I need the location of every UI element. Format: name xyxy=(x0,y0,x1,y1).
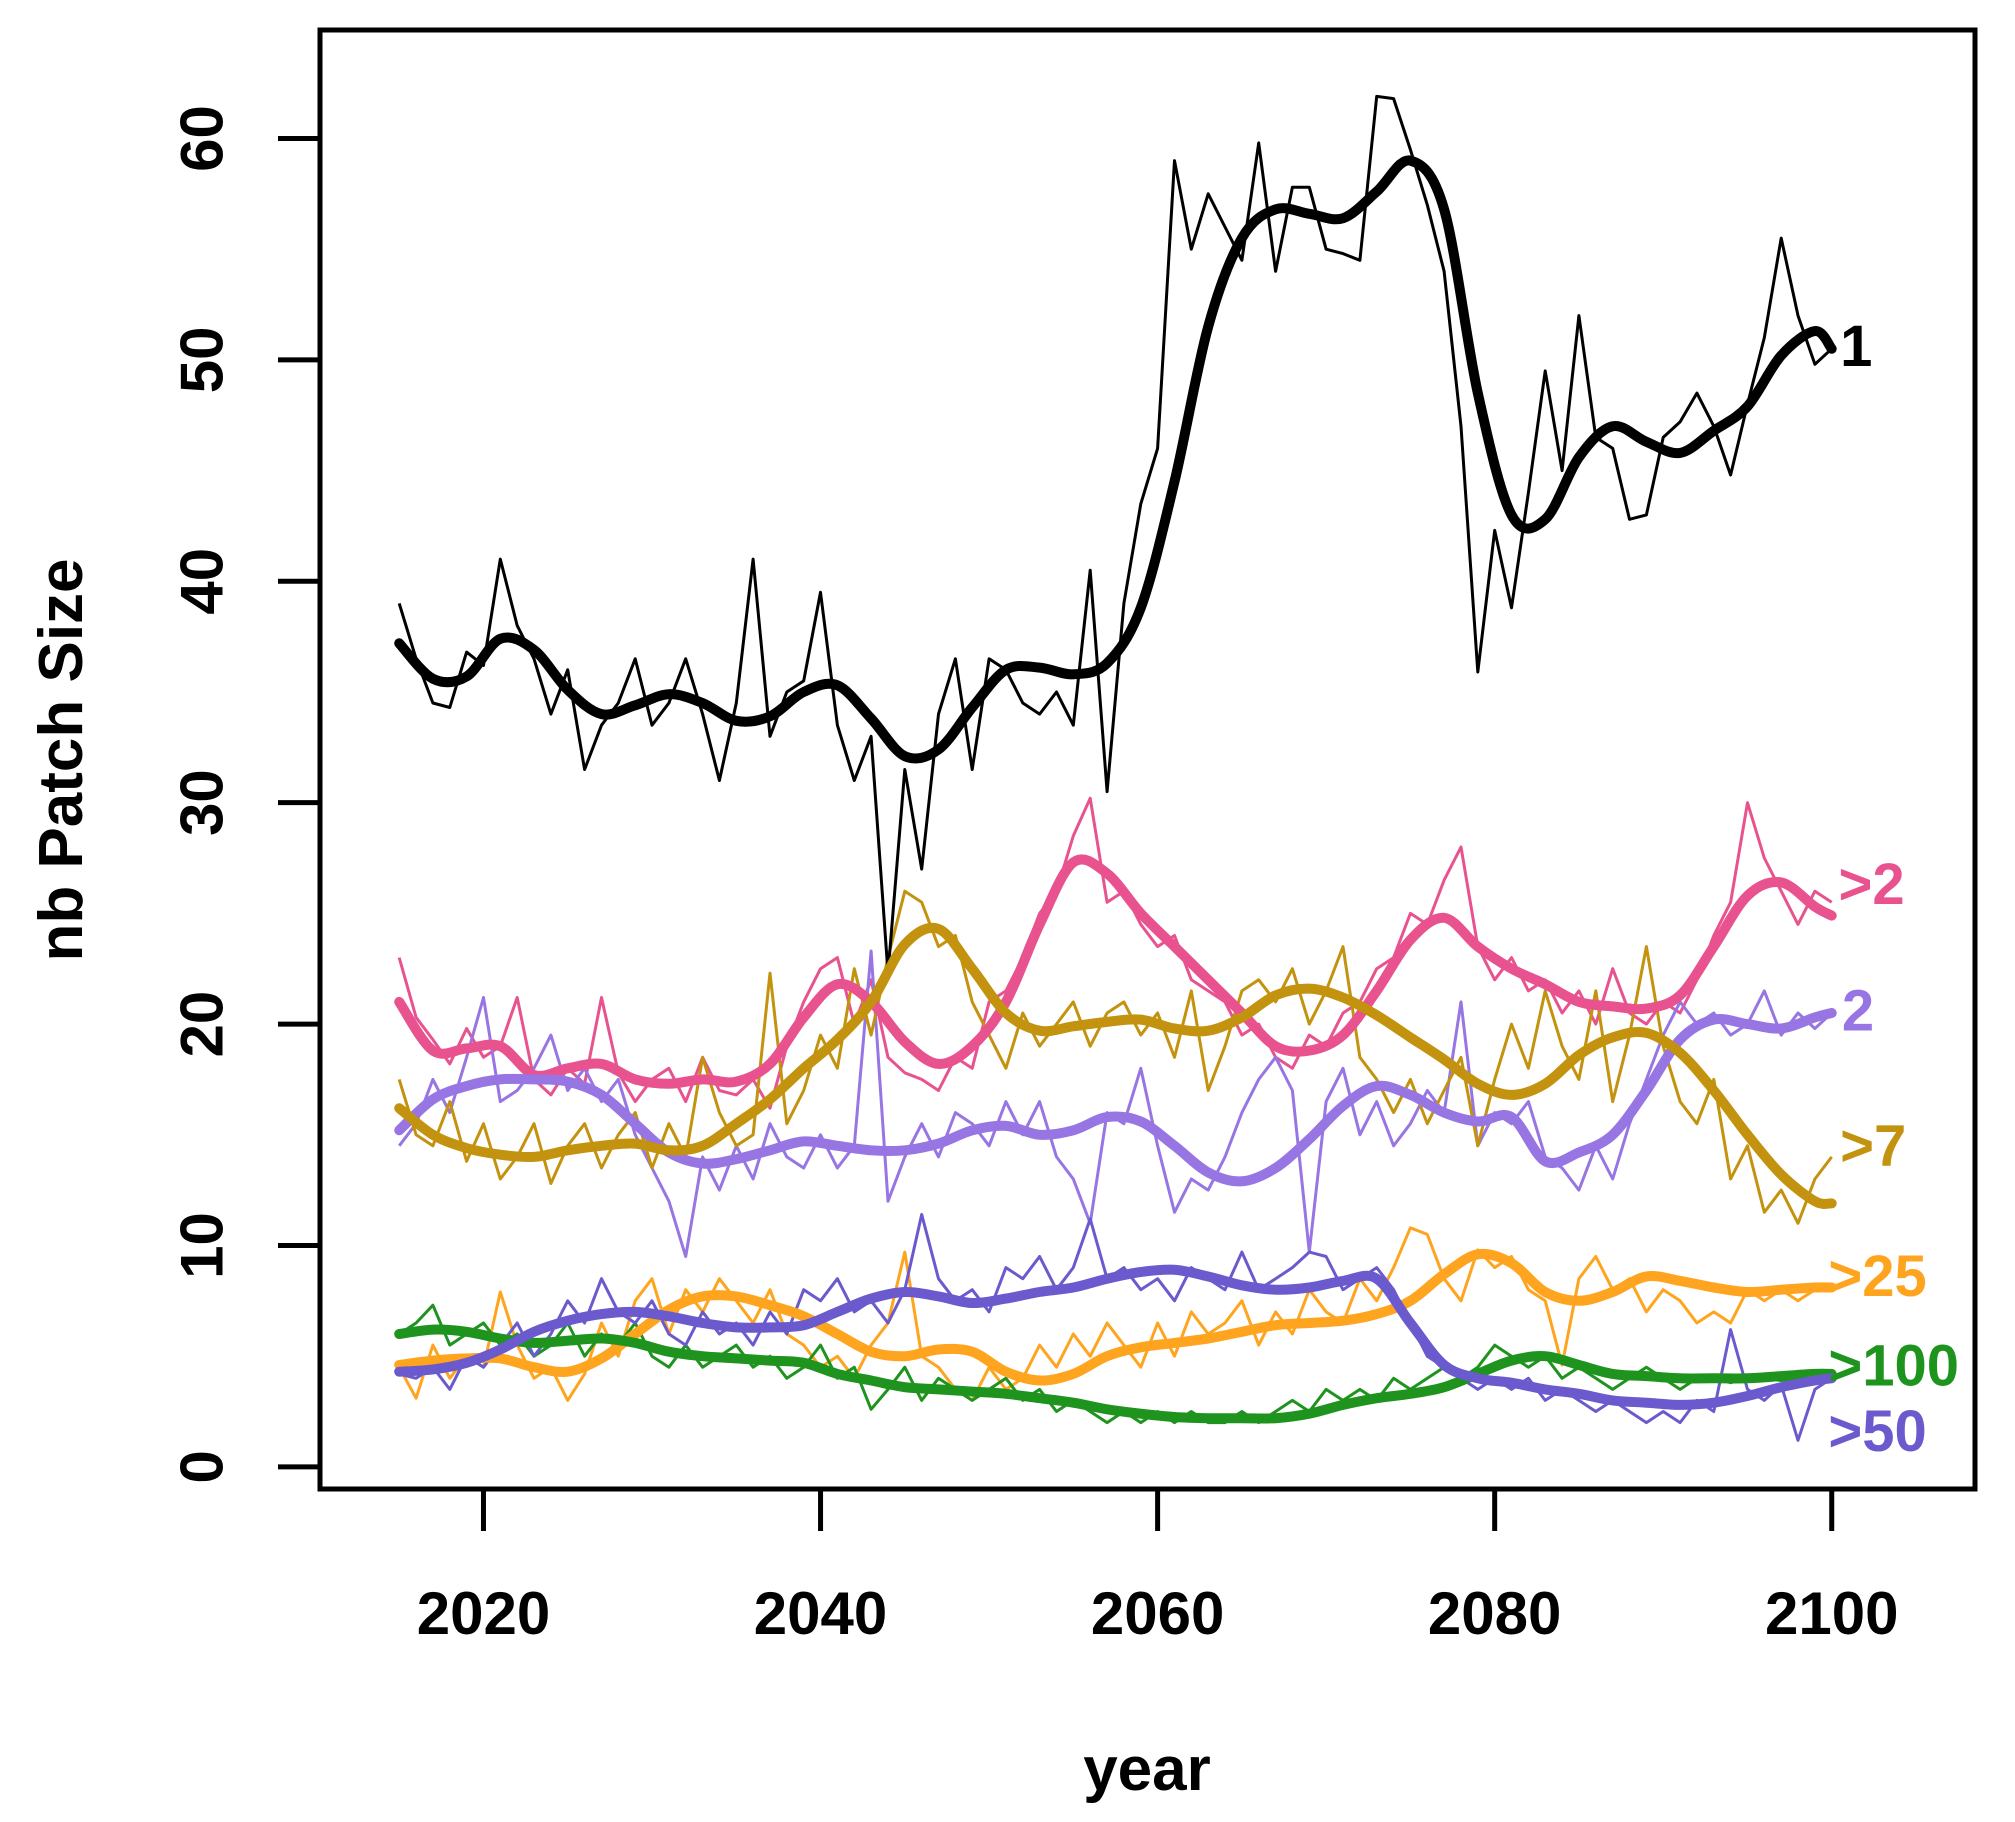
plot-area: 2020 2040 2060 2080 2100 0 10 20 30 40 50 60 >2 2 >7 >2… xyxy=(169,27,1978,1647)
series-gt50-smooth-line xyxy=(394,1264,1837,1410)
y-tick-label: 10 xyxy=(169,1212,236,1279)
x-tick-label: 2060 xyxy=(1091,1580,1224,1647)
series-label-2: 2 xyxy=(1842,978,1874,1043)
series-gt25-thin-line xyxy=(397,1226,1832,1402)
series-1-thin-line xyxy=(397,94,1833,975)
series-label-gt2: >2 xyxy=(1838,852,1904,917)
series-gt100-smooth-line xyxy=(394,1324,1837,1424)
y-axis-title: nb Patch Size xyxy=(27,558,96,961)
y-tick-label: 30 xyxy=(169,769,236,836)
series-label-gt7: >7 xyxy=(1840,1113,1906,1178)
x-tick-label: 2040 xyxy=(754,1580,887,1647)
y-tick-label: 50 xyxy=(169,327,236,394)
plot-border xyxy=(317,27,1978,1492)
x-tick-label: 2020 xyxy=(417,1580,550,1647)
series-gt25-smooth-line xyxy=(394,1248,1837,1386)
y-tick-label: 0 xyxy=(169,1450,236,1483)
series-label-gt50: >50 xyxy=(1828,1399,1926,1464)
series-label-gt100: >100 xyxy=(1828,1334,1959,1399)
x-tick-label: 2080 xyxy=(1428,1580,1561,1647)
series-label-gt25: >25 xyxy=(1828,1244,1926,1309)
y-tick-label: 20 xyxy=(169,991,236,1058)
series-gt2-smooth-line xyxy=(394,854,1837,1089)
series-label-1: 1 xyxy=(1840,314,1872,379)
series-gt7-smooth-line xyxy=(394,922,1837,1209)
y-tick-label: 40 xyxy=(169,548,236,615)
y-tick-label: 60 xyxy=(169,105,236,172)
x-axis-title: year xyxy=(1083,1735,1211,1804)
series-2-smooth-line xyxy=(394,1008,1837,1187)
series-1-smooth-line xyxy=(394,155,1837,764)
series-gt2-thin-line xyxy=(397,796,1833,1110)
x-tick-label: 2100 xyxy=(1765,1580,1898,1647)
